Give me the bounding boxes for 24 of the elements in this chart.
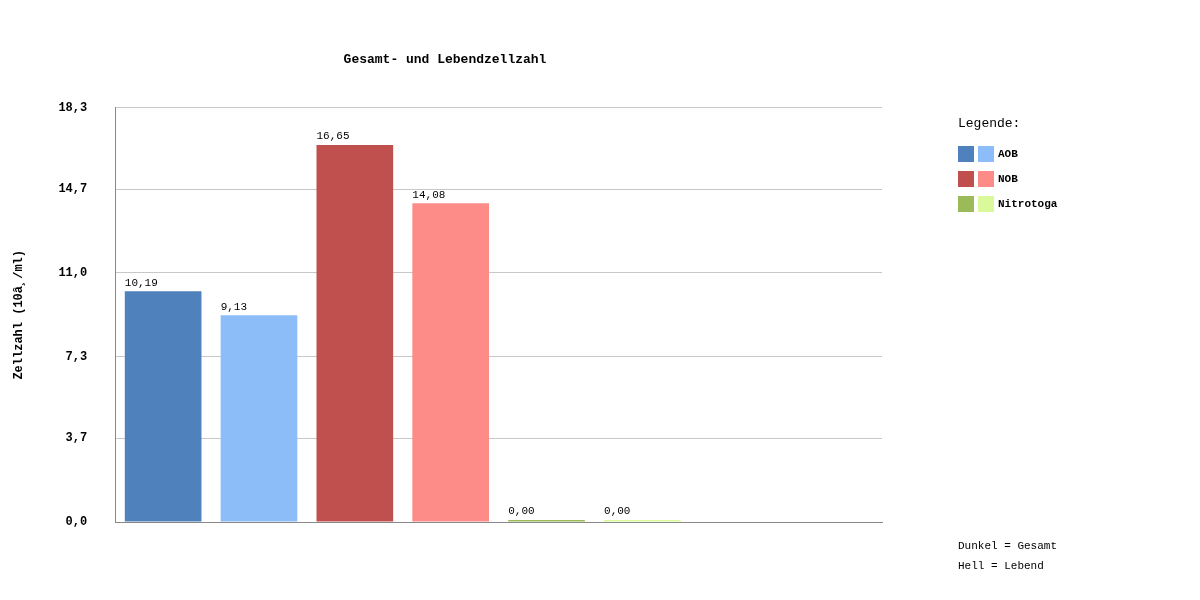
y-axis-title: Zellzahl (10â¸/ml) [12, 249, 27, 380]
y-tick-label: 7,3 [65, 349, 88, 364]
y-tick-label: 0,0 [65, 515, 88, 530]
legend-label: Nitrotoga [998, 197, 1058, 210]
data-label: 14,08 [412, 188, 446, 201]
y-tick-label: 14,7 [58, 182, 88, 197]
legend-label: AOB [998, 147, 1018, 160]
bar [412, 203, 490, 522]
data-label: 16,65 [316, 130, 350, 143]
data-label: 9,13 [220, 300, 248, 313]
y-tick-label: 3,7 [65, 431, 88, 446]
text: Dunkel = Gesamt [958, 540, 1058, 554]
y-tick-label: 18,3 [58, 100, 88, 115]
data-label: 10,19 [124, 276, 158, 289]
y-tick-label: 11,0 [58, 265, 88, 280]
bar [316, 144, 394, 522]
text: Hell = Lebend [958, 560, 1045, 574]
chart-title: Gesamt- und Lebendzellzahl [343, 52, 547, 68]
bar [220, 315, 298, 522]
legend-title: Legende: [958, 116, 1022, 131]
bar [124, 291, 202, 522]
legend-label: NOB [998, 172, 1018, 185]
data-label: 0,00 [604, 505, 631, 518]
data-label: 0,00 [508, 505, 535, 518]
